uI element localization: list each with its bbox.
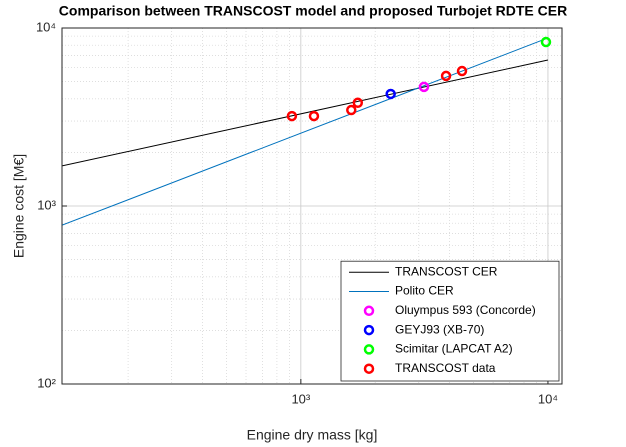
legend-swatch	[363, 324, 375, 336]
marker	[346, 104, 357, 116]
x-axis-label: Engine dry mass [kg]	[247, 427, 378, 443]
marker	[418, 81, 430, 93]
legend-swatch	[363, 305, 375, 317]
axes-box	[61, 27, 563, 385]
y-tick-label: 10³	[37, 197, 56, 212]
y-tick-label: 10⁴	[36, 19, 56, 34]
y-axis-label: Engine cost [M€]	[11, 154, 27, 258]
legend-label: TRANSCOST CER	[395, 264, 498, 278]
legend-label: TRANSCOST data	[395, 361, 496, 375]
marker	[352, 97, 364, 109]
legend-label: Scimitar (LAPCAT A2)	[395, 342, 513, 356]
marker	[286, 110, 298, 122]
marker	[540, 36, 552, 48]
x-tick-label: 10³	[291, 391, 310, 406]
chart-title: Comparison between TRANSCOST model and p…	[59, 3, 567, 19]
marker	[308, 110, 320, 122]
legend-swatch	[363, 363, 375, 374]
legend-swatch	[363, 344, 375, 355]
line	[62, 37, 549, 226]
marker	[385, 88, 396, 100]
x-tick-label: 10⁴	[538, 391, 558, 406]
y-tick-label: 10²	[37, 375, 56, 390]
legend-box	[340, 260, 560, 382]
legend-label: GEYJ93 (XB-70)	[395, 322, 484, 336]
legend-label: Polito CER	[395, 284, 454, 298]
marker	[440, 70, 452, 82]
line	[62, 59, 549, 167]
legend-label: Oluympus 593 (Concorde)	[395, 303, 536, 317]
plot-area	[62, 36, 552, 226]
marker	[456, 65, 468, 77]
